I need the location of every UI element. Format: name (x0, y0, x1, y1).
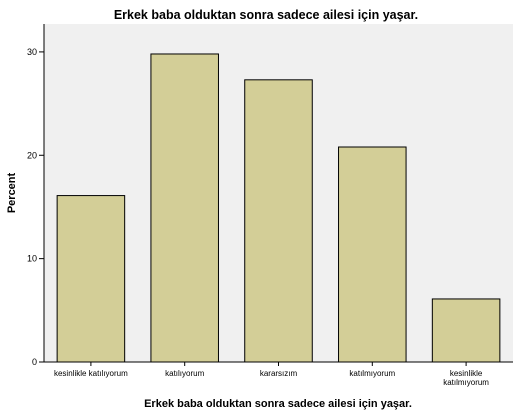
y-tick-label: 0 (32, 357, 37, 367)
x-category-label-line: kararsızım (260, 369, 298, 378)
x-category-label: kesinlikle katılmıyorum (443, 369, 489, 387)
x-category-labels-layer: kesinlikle katılıyorum katılıyorum kararsı… (54, 362, 489, 387)
y-tick-label: 20 (27, 150, 37, 160)
y-ticks-layer: 0 10 20 30 (27, 47, 44, 367)
x-category-label-line: katılmıyorum (349, 369, 395, 378)
chart-title: Erkek baba olduktan sonra sadece ailesi … (114, 8, 418, 22)
bars-layer (56, 53, 501, 363)
bar-5 (431, 298, 501, 363)
bar-1 (56, 195, 126, 363)
x-category-label-line: katılıyorum (165, 369, 204, 378)
x-category-label-line: katılmıyorum (443, 378, 489, 387)
x-axis-title: Erkek baba olduktan sonra sadece ailesi … (144, 398, 412, 410)
x-category-label: katılıyorum (165, 369, 204, 378)
x-category-label: katılmıyorum (349, 369, 395, 378)
bar-4 (338, 146, 407, 363)
bar-3 (244, 79, 313, 363)
x-category-label: kararsızım (260, 369, 298, 378)
y-axis-title: Percent (6, 172, 18, 213)
x-category-label-line: kesinlikle (450, 369, 483, 378)
x-category-label-line: kesinlikle katılıyorum (54, 369, 128, 378)
x-category-label: kesinlikle katılıyorum (54, 369, 128, 378)
y-tick-label: 30 (27, 47, 37, 57)
bar-2 (150, 53, 219, 363)
y-tick-label: 10 (27, 254, 37, 264)
